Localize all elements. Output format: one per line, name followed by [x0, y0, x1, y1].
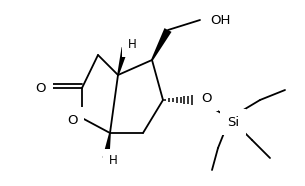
Polygon shape [102, 133, 111, 158]
Text: O: O [201, 92, 211, 105]
Text: OH: OH [210, 14, 230, 26]
Text: O: O [36, 81, 46, 94]
Polygon shape [117, 47, 128, 75]
Text: Si: Si [227, 116, 239, 129]
Text: H: H [109, 155, 117, 168]
Text: H: H [127, 39, 136, 52]
Polygon shape [151, 28, 171, 60]
Text: O: O [67, 113, 77, 126]
